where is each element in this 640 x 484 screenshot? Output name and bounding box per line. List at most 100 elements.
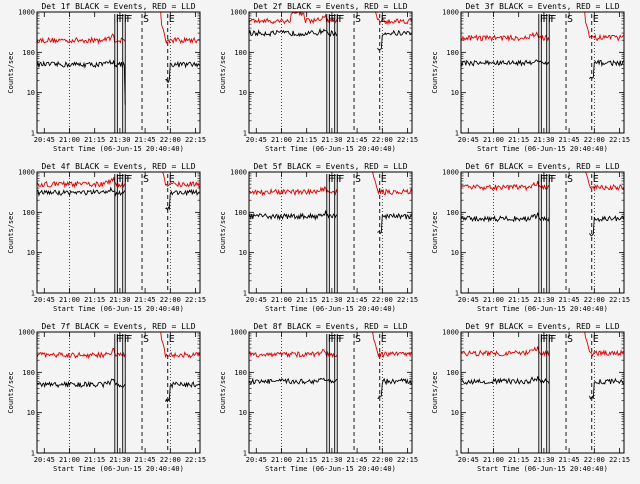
event-marker-label: E: [381, 174, 387, 185]
event-marker-label: F: [338, 334, 344, 345]
event-marker-label: S: [355, 174, 361, 185]
event-marker-label: F: [126, 14, 132, 25]
x-tick-label: 21:45: [559, 296, 580, 304]
panel-title: Det 8f BLACK = Events, RED = LLD: [253, 322, 407, 331]
x-tick-label: 21:45: [347, 296, 368, 304]
panel-4: Det 4f BLACK = Events, RED = LLD Counts/s…: [7, 162, 206, 313]
x-tick-label: 21:45: [347, 456, 368, 464]
event-marker-label: S: [567, 14, 573, 25]
event-marker-label: F: [550, 334, 556, 345]
y-tick-label: 10: [27, 249, 35, 257]
event-marker-label: E: [593, 14, 599, 25]
x-tick-label: 22:15: [609, 136, 630, 144]
event-marker-label: F: [550, 14, 556, 25]
x-tick-label: 22:15: [397, 456, 418, 464]
y-axis-label: Counts/sec: [7, 371, 15, 413]
y-tick-label: 100: [446, 49, 459, 57]
event-marker-label: F: [550, 174, 556, 185]
x-tick-label: 20:45: [246, 136, 267, 144]
x-tick-label: 21:45: [347, 136, 368, 144]
y-tick-label: 100: [22, 49, 35, 57]
x-tick-label: 22:00: [372, 136, 393, 144]
event-marker-label: F: [542, 14, 548, 25]
y-tick-label: 1: [31, 450, 35, 458]
panel-title: Det 9f BLACK = Events, RED = LLD: [465, 322, 619, 331]
panel-title: Det 2f BLACK = Events, RED = LLD: [253, 2, 407, 11]
x-tick-label: 20:45: [246, 456, 267, 464]
event-marker-label: F: [542, 334, 548, 345]
y-tick-label: 100: [234, 369, 247, 377]
x-tick-label: 22:00: [160, 456, 181, 464]
x-tick-label: 21:00: [271, 456, 292, 464]
y-tick-label: 1000: [230, 169, 247, 177]
y-tick-label: 1: [243, 130, 247, 138]
event-marker-label: F: [336, 174, 342, 185]
y-tick-label: 1000: [230, 9, 247, 17]
x-tick-label: 21:45: [559, 456, 580, 464]
y-tick-label: 1000: [18, 9, 35, 17]
y-tick-label: 1: [243, 290, 247, 298]
event-marker-label: F: [124, 334, 130, 345]
event-marker-label: F: [116, 14, 122, 25]
x-tick-label: 22:00: [160, 296, 181, 304]
x-tick-label: 21:30: [109, 456, 130, 464]
y-tick-label: 1000: [230, 329, 247, 337]
event-marker-label: E: [593, 334, 599, 345]
y-tick-label: 10: [239, 409, 247, 417]
x-tick-label: 21:30: [321, 296, 342, 304]
x-tick-label: 20:45: [458, 456, 479, 464]
plot-frame: [36, 11, 201, 134]
y-tick-label: 1000: [442, 329, 459, 337]
y-tick-label: 1: [243, 450, 247, 458]
y-tick-label: 100: [446, 209, 459, 217]
event-marker-label: F: [548, 174, 554, 185]
x-tick-label: 21:30: [321, 136, 342, 144]
y-tick-label: 1: [31, 290, 35, 298]
x-tick-label: 22:00: [372, 456, 393, 464]
x-tick-label: 20:45: [458, 136, 479, 144]
event-marker-label: E: [169, 334, 175, 345]
x-axis-label: Start Time (06-Jun-15 20:40:40): [265, 465, 396, 473]
event-marker-label: F: [540, 14, 546, 25]
event-marker-label: F: [328, 14, 334, 25]
event-marker-label: F: [330, 14, 336, 25]
plot-frame: [460, 171, 625, 294]
y-tick-label: 1000: [442, 169, 459, 177]
event-marker-label: S: [143, 174, 149, 185]
x-axis-label: Start Time (06-Jun-15 20:40:40): [265, 145, 396, 153]
x-tick-label: 21:00: [271, 136, 292, 144]
x-tick-label: 22:15: [609, 296, 630, 304]
x-tick-label: 21:15: [296, 136, 317, 144]
y-tick-label: 1000: [18, 169, 35, 177]
y-axis-label: Counts/sec: [7, 211, 15, 253]
x-tick-label: 21:00: [483, 136, 504, 144]
event-marker-label: F: [548, 14, 554, 25]
x-tick-label: 21:00: [483, 456, 504, 464]
event-marker-label: F: [126, 174, 132, 185]
event-marker-label: F: [338, 174, 344, 185]
x-tick-label: 21:30: [533, 456, 554, 464]
y-axis-label: Counts/sec: [431, 371, 439, 413]
x-axis-label: Start Time (06-Jun-15 20:40:40): [477, 145, 608, 153]
panel-title: Det 4f BLACK = Events, RED = LLD: [41, 162, 195, 171]
x-tick-label: 21:45: [135, 456, 156, 464]
panel-title: Det 7f BLACK = Events, RED = LLD: [41, 322, 195, 331]
x-tick-label: 22:00: [160, 136, 181, 144]
y-tick-label: 100: [22, 209, 35, 217]
event-marker-label: F: [540, 174, 546, 185]
x-tick-label: 21:30: [533, 136, 554, 144]
event-marker-label: F: [116, 334, 122, 345]
panel-7: Det 7f BLACK = Events, RED = LLD Counts/s…: [7, 322, 206, 473]
plot-frame: [36, 331, 201, 454]
event-marker-label: F: [336, 14, 342, 25]
event-marker-label: F: [118, 334, 124, 345]
event-marker-label: F: [328, 334, 334, 345]
event-marker-label: E: [169, 174, 175, 185]
panel-title: Det 3f BLACK = Events, RED = LLD: [465, 2, 619, 11]
event-marker-label: F: [118, 14, 124, 25]
event-marker-label: F: [542, 174, 548, 185]
x-tick-label: 22:00: [372, 296, 393, 304]
y-axis-label: Counts/sec: [219, 371, 227, 413]
y-tick-label: 10: [451, 249, 459, 257]
y-axis-label: Counts/sec: [7, 51, 15, 93]
